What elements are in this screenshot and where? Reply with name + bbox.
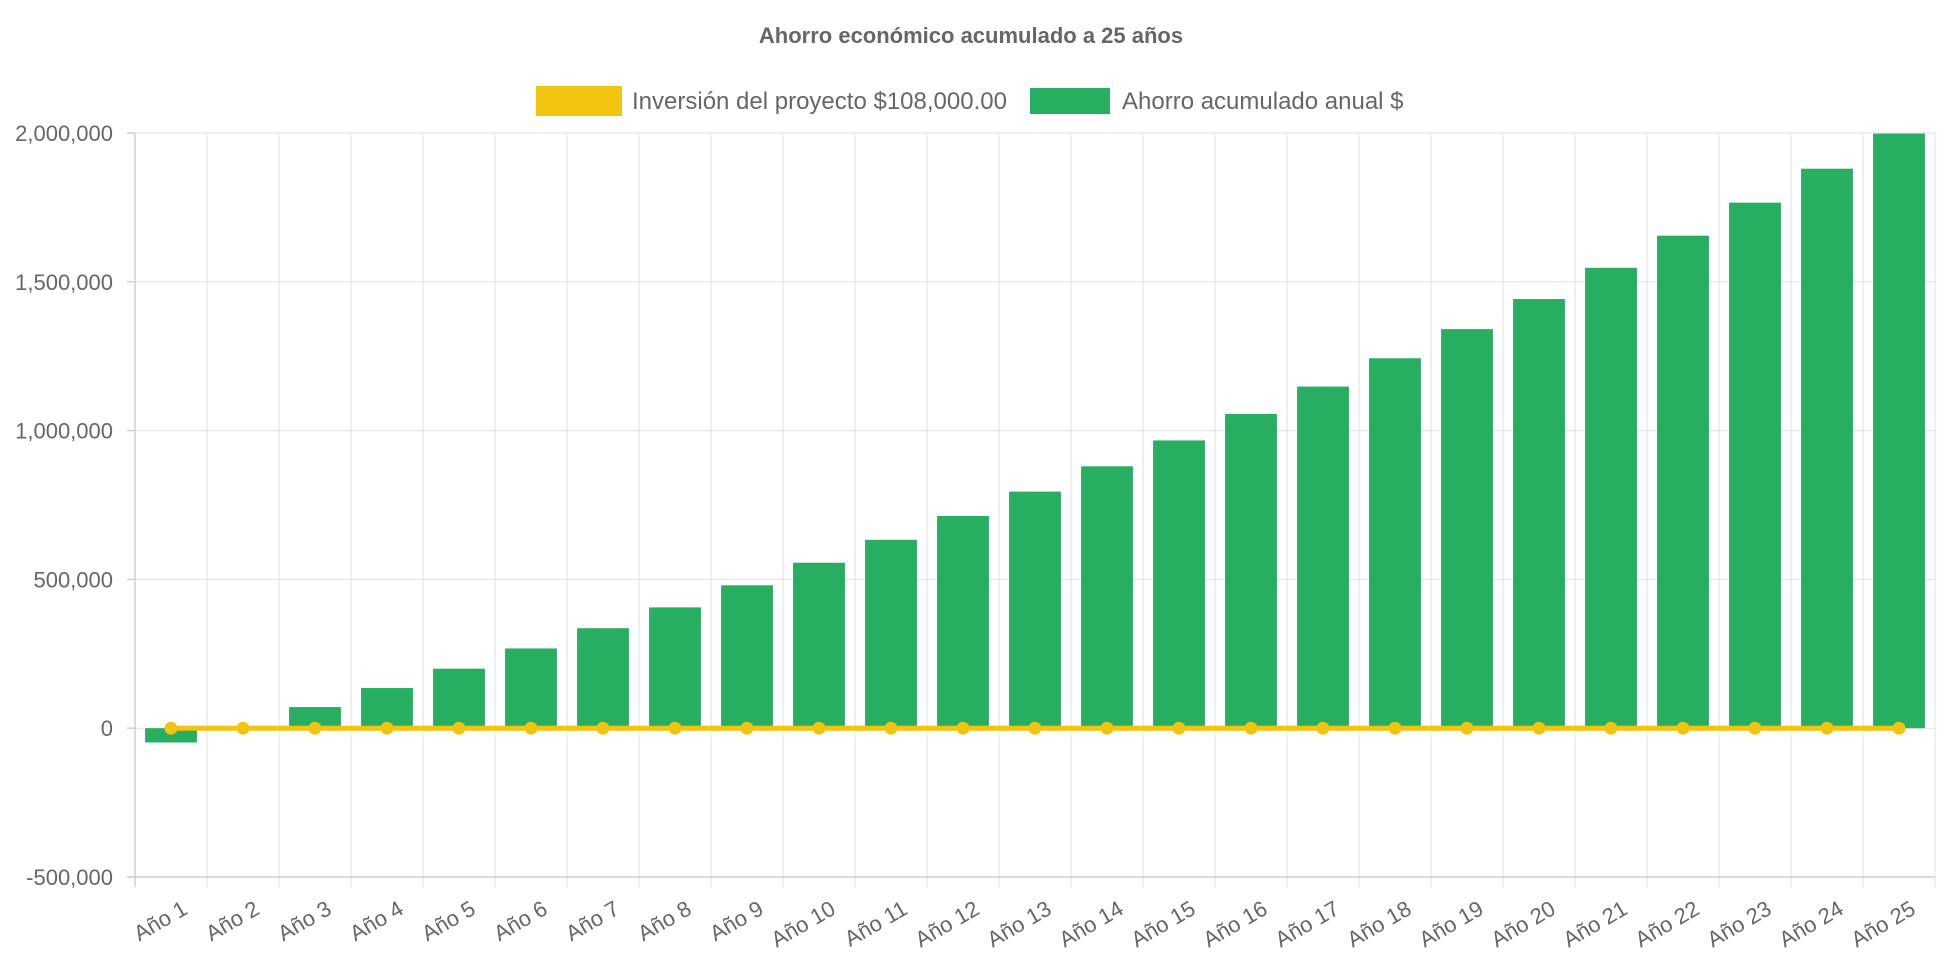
bars [145, 133, 1925, 743]
chart-title: Ahorro económico acumulado a 25 años [759, 23, 1183, 48]
legend-item-investment[interactable]: Inversión del proyecto $108,000.00 [536, 86, 1007, 116]
x-tick-label: Año 16 [1199, 896, 1272, 953]
bar-11[interactable] [865, 539, 917, 729]
x-tick-label: Año 13 [983, 896, 1056, 953]
bar-13[interactable] [1009, 491, 1061, 729]
investment-point-4[interactable] [380, 721, 394, 735]
investment-point-8[interactable] [668, 721, 682, 735]
x-axis-ticks: Año 1 Año 2 Año 3 Año 4 Año 5 Año 6 Año 7 Año 8… [129, 896, 1919, 953]
x-tick-label: Año 9 [705, 896, 767, 946]
x-tick-label: Año 11 [840, 896, 911, 952]
investment-point-7[interactable] [596, 721, 610, 735]
investment-point-15[interactable] [1172, 721, 1186, 735]
legend-item-savings[interactable]: Ahorro acumulado anual $ [1030, 88, 1404, 115]
x-tick-label: Año 18 [1343, 896, 1416, 953]
investment-point-14[interactable] [1100, 721, 1114, 735]
investment-point-11[interactable] [884, 721, 898, 735]
x-tick-label: Año 24 [1775, 896, 1848, 953]
bar-22[interactable] [1657, 235, 1709, 729]
bar-12[interactable] [937, 516, 989, 729]
x-tick-label: Año 15 [1127, 896, 1200, 953]
grid [127, 132, 1936, 887]
legend: Inversión del proyecto $108,000.00 Ahorr… [536, 86, 1404, 116]
bar-17[interactable] [1297, 386, 1349, 729]
y-axis-ticks: -500,000 0 500,000 1,000,000 1,500,000 2,000,… [15, 121, 135, 890]
investment-point-23[interactable] [1748, 721, 1762, 735]
legend-label-investment: Inversión del proyecto $108,000.00 [632, 88, 1007, 115]
x-tick-label: Año 6 [489, 896, 551, 946]
investment-point-10[interactable] [812, 721, 826, 735]
x-tick-label: Año 20 [1487, 896, 1560, 953]
bar-20[interactable] [1513, 299, 1565, 729]
x-tick-label: Año 4 [345, 896, 407, 946]
y-tick-label: -500,000 [26, 865, 113, 890]
legend-label-savings: Ahorro acumulado anual $ [1122, 88, 1404, 115]
x-tick-label: Año 8 [633, 896, 695, 946]
bar-10[interactable] [793, 562, 845, 729]
investment-point-2[interactable] [236, 721, 250, 735]
bar-15[interactable] [1153, 440, 1205, 729]
x-tick-label: Año 12 [911, 896, 984, 953]
x-tick-label: Año 22 [1631, 896, 1704, 953]
y-tick-label: 1,000,000 [15, 419, 113, 444]
x-tick-label: Año 23 [1703, 896, 1776, 953]
investment-point-6[interactable] [524, 721, 538, 735]
bar-23[interactable] [1729, 202, 1781, 729]
x-tick-label: Año 10 [767, 896, 840, 953]
investment-point-3[interactable] [308, 721, 322, 735]
investment-point-9[interactable] [740, 721, 754, 735]
bar-24[interactable] [1801, 168, 1853, 729]
y-tick-label: 500,000 [33, 567, 113, 592]
legend-swatch-savings [1030, 88, 1110, 114]
bar-7[interactable] [577, 628, 629, 729]
bar-21[interactable] [1585, 267, 1637, 729]
bar-18[interactable] [1369, 358, 1421, 729]
investment-point-20[interactable] [1532, 721, 1546, 735]
investment-point-25[interactable] [1892, 721, 1906, 735]
bar-1[interactable] [145, 728, 197, 743]
x-tick-label: Año 19 [1415, 896, 1488, 953]
investment-point-13[interactable] [1028, 721, 1042, 735]
x-tick-label: Año 7 [561, 896, 623, 946]
x-tick-label: Año 21 [1559, 896, 1632, 953]
y-tick-label: 0 [101, 716, 113, 741]
bar-25[interactable] [1873, 133, 1925, 729]
investment-point-24[interactable] [1820, 721, 1834, 735]
bar-5[interactable] [433, 668, 485, 729]
investment-point-17[interactable] [1316, 721, 1330, 735]
x-tick-label: Año 3 [273, 896, 335, 946]
x-tick-label: Año 2 [201, 896, 263, 946]
x-tick-label: Año 5 [417, 896, 479, 946]
y-tick-label: 2,000,000 [15, 121, 113, 146]
investment-point-19[interactable] [1460, 721, 1474, 735]
investment-point-16[interactable] [1244, 721, 1258, 735]
investment-point-12[interactable] [956, 721, 970, 735]
x-tick-label: Año 17 [1271, 896, 1344, 953]
bar-4[interactable] [361, 688, 413, 729]
legend-swatch-investment [536, 86, 622, 116]
bar-6[interactable] [505, 648, 557, 729]
investment-line [164, 721, 1906, 735]
bar-9[interactable] [721, 585, 773, 729]
investment-point-1[interactable] [164, 721, 178, 735]
investment-point-21[interactable] [1604, 721, 1618, 735]
x-tick-label: Año 14 [1055, 896, 1128, 953]
investment-point-22[interactable] [1676, 721, 1690, 735]
y-tick-label: 1,500,000 [15, 270, 113, 295]
bar-19[interactable] [1441, 329, 1493, 729]
investment-point-5[interactable] [452, 721, 466, 735]
investment-point-18[interactable] [1388, 721, 1402, 735]
bar-14[interactable] [1081, 466, 1133, 729]
bar-8[interactable] [649, 607, 701, 729]
x-tick-label: Año 25 [1847, 896, 1920, 953]
x-tick-label: Año 1 [129, 896, 191, 946]
bar-3[interactable] [289, 707, 341, 729]
bar-16[interactable] [1225, 413, 1277, 729]
